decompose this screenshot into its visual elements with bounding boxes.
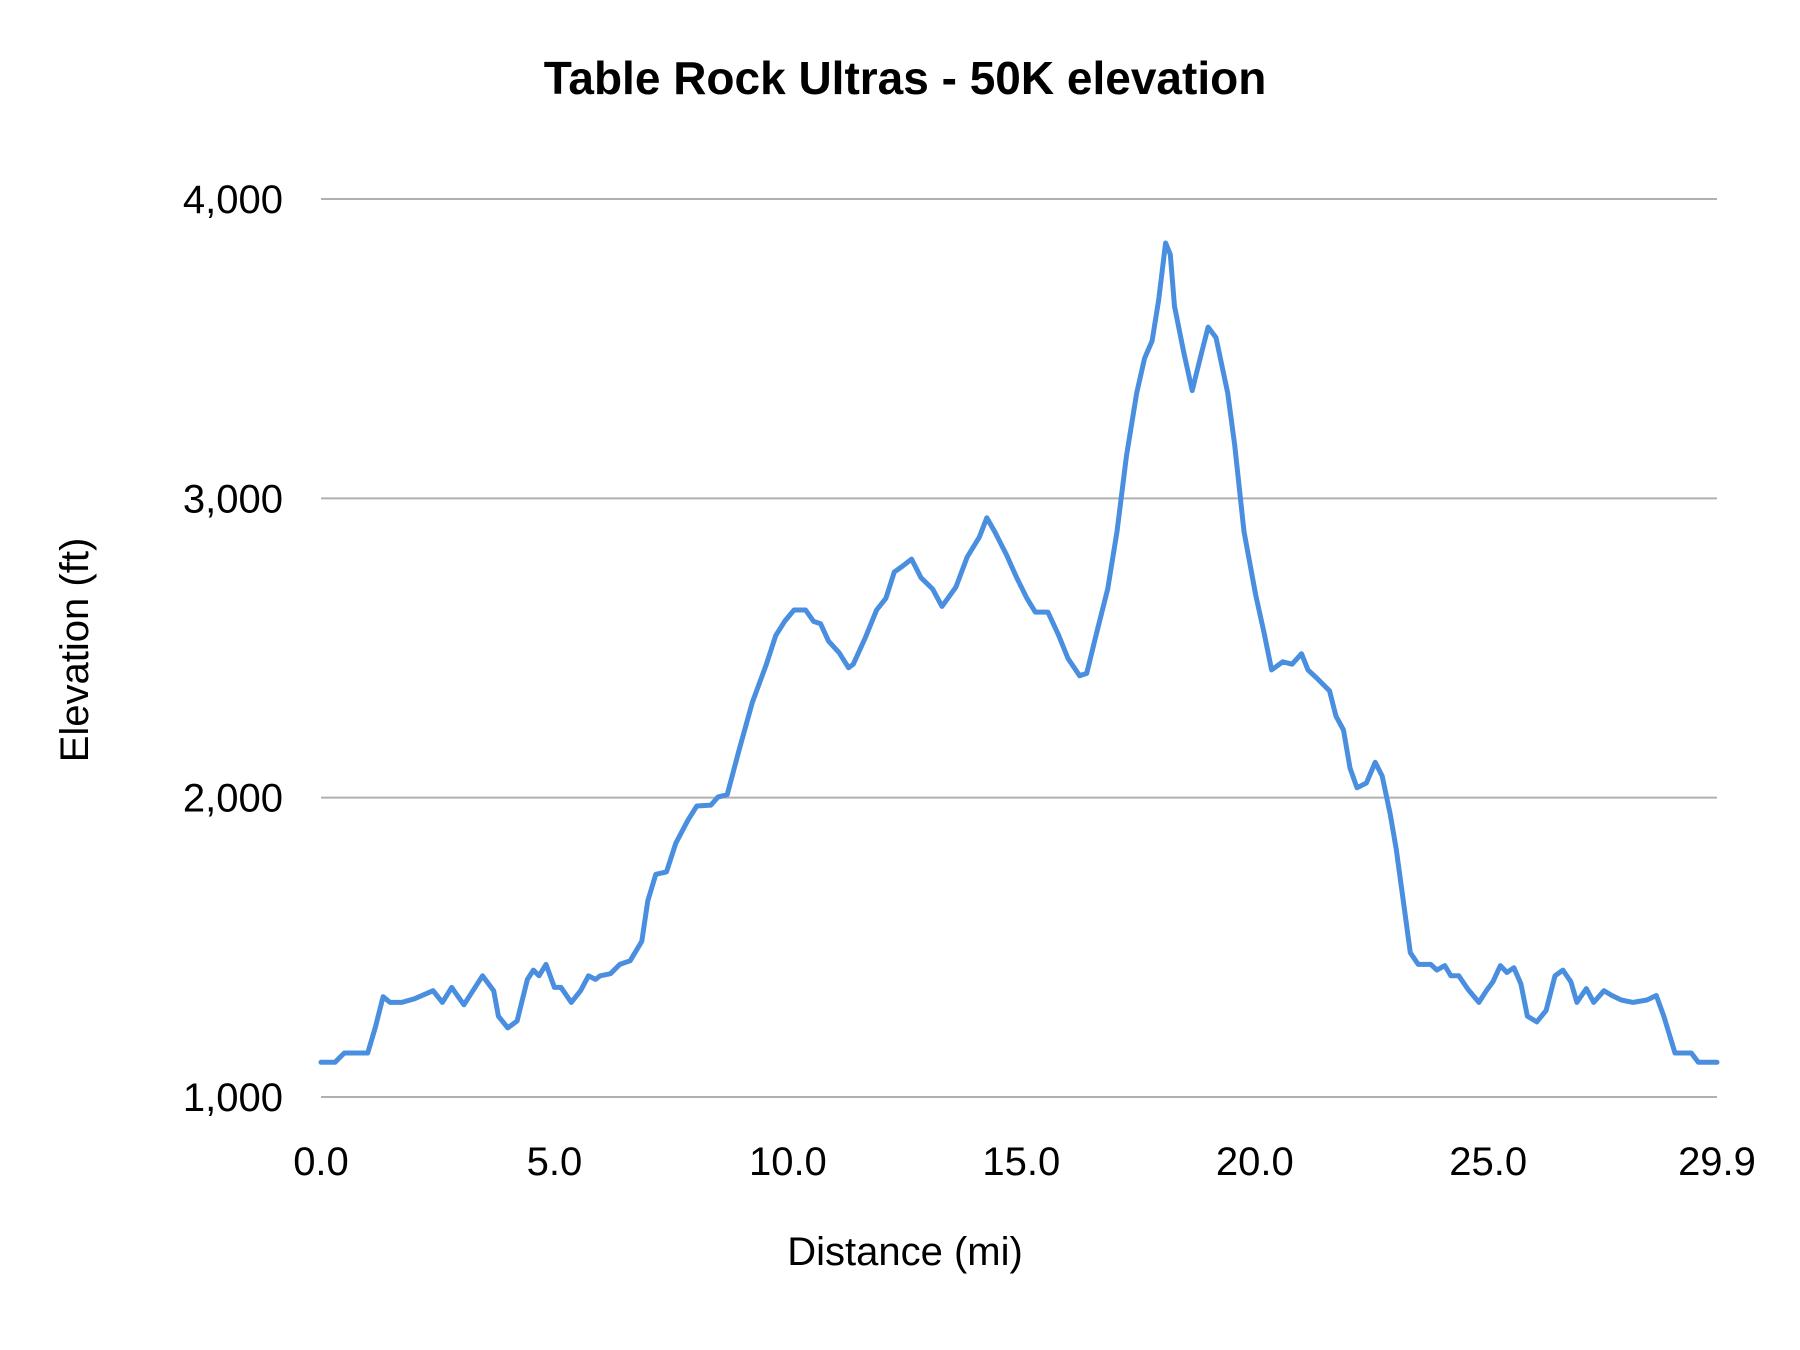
y-axis-ticks: 1,000 2,000 3,000 4,000 bbox=[183, 178, 283, 1120]
x-tick-label: 25.0 bbox=[1449, 1140, 1527, 1184]
y-tick-label: 4,000 bbox=[183, 178, 283, 222]
x-tick-label: 15.0 bbox=[982, 1140, 1060, 1184]
elevation-line bbox=[318, 240, 1720, 1065]
y-tick-label: 2,000 bbox=[183, 777, 283, 821]
x-axis-label: Distance (mi) bbox=[787, 1230, 1023, 1274]
y-tick-label: 3,000 bbox=[183, 477, 283, 521]
x-tick-label: 20.0 bbox=[1216, 1140, 1294, 1184]
x-axis-ticks: 0.0 5.0 10.0 15.0 20.0 25.0 29.9 bbox=[293, 1140, 1756, 1184]
gridlines bbox=[321, 198, 1717, 1098]
x-tick-label: 10.0 bbox=[749, 1140, 827, 1184]
x-tick-label: 5.0 bbox=[527, 1140, 583, 1184]
x-tick-label: 29.9 bbox=[1678, 1140, 1756, 1184]
x-tick-label: 0.0 bbox=[293, 1140, 349, 1184]
y-tick-label: 1,000 bbox=[183, 1076, 283, 1120]
y-axis-label: Elevation (ft) bbox=[53, 538, 97, 763]
chart-title: Table Rock Ultras - 50K elevation bbox=[544, 52, 1267, 104]
